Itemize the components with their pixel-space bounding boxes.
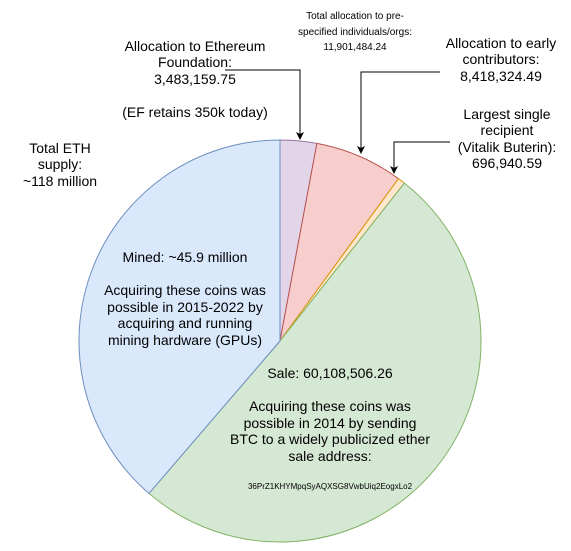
early-callout-arrow xyxy=(357,71,440,154)
total-supply-label: Total ETH supply: ~118 million xyxy=(22,140,98,189)
sale-address: 36PrZ1KHYMpqSyAQXSG8VwbUiq2EogxLo2 xyxy=(247,482,413,491)
pie-slice-mined xyxy=(78,139,281,495)
mined-slice-label: Mined: ~45.9 million Acquiring these coi… xyxy=(104,249,266,348)
ef-allocation-label: Allocation to Ethereum Foundation: 3,483… xyxy=(122,38,268,121)
pie-slice-sale xyxy=(148,182,482,543)
vitalik-callout-arrow xyxy=(390,141,450,174)
sale-slice-label: Sale: 60,108,506.26 Acquiring these coin… xyxy=(230,365,430,464)
ef-callout-arrow xyxy=(225,69,304,140)
prespecified-allocation-label: Total allocation to pre- specified indiv… xyxy=(298,11,412,53)
early-contributors-label: Allocation to early contributors: 8,418,… xyxy=(445,35,557,84)
largest-recipient-label: Largest single recipient (Vitalik Buteri… xyxy=(457,106,557,172)
